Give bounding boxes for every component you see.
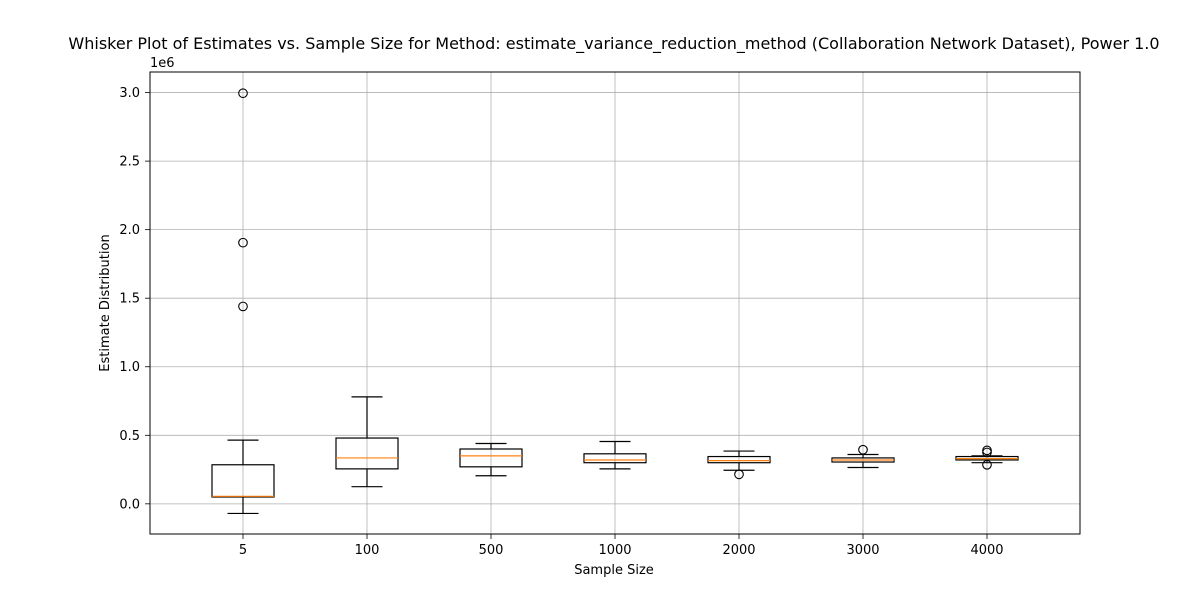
- iqr-box: [211, 464, 275, 498]
- outlier-point: [238, 237, 248, 248]
- boxes-layer: [211, 88, 1019, 515]
- outlier-point: [982, 445, 992, 456]
- x-tick-label: 2000: [722, 543, 755, 558]
- y-tick-label: 2.0: [119, 223, 140, 238]
- outlier-point: [238, 301, 248, 312]
- plot-frame: [149, 71, 1081, 535]
- box-3000: [831, 444, 895, 469]
- box-1000: [583, 440, 647, 470]
- y-axis-label: Estimate Distribution: [98, 234, 113, 371]
- box-2000: [707, 450, 771, 480]
- box-4000: [955, 445, 1019, 470]
- box-500: [459, 442, 523, 477]
- y-tick-label: 2.5: [119, 155, 140, 170]
- axes-layer: 0.0 0.5 1.0 1.5 2.0 2.5 3.0 5 100 500 1000 2000 3000…: [119, 71, 1081, 558]
- iqr-box: [459, 448, 523, 468]
- outlier-point: [734, 469, 744, 480]
- outlier-point: [238, 88, 248, 99]
- chart-title: Whisker Plot of Estimates vs. Sample Siz…: [68, 34, 1159, 54]
- outlier-point: [982, 459, 992, 470]
- box-5: [211, 88, 275, 515]
- iqr-box: [707, 455, 771, 464]
- y-axis-offset-text: 1e6: [150, 56, 175, 71]
- x-tick-label: 100: [355, 543, 380, 558]
- x-tick-label: 3000: [846, 543, 879, 558]
- x-tick-label: 1000: [598, 543, 631, 558]
- iqr-box: [335, 437, 399, 470]
- x-tick-label: 500: [479, 543, 504, 558]
- iqr-box: [583, 453, 647, 464]
- outlier-point: [858, 444, 868, 455]
- y-tick-label: 0.0: [119, 497, 140, 512]
- y-tick-label: 1.5: [119, 292, 140, 307]
- x-tick-label: 5: [239, 543, 247, 558]
- y-tick-label: 0.5: [119, 429, 140, 444]
- x-tick-label: 4000: [970, 543, 1003, 558]
- y-tick-label: 3.0: [119, 86, 140, 101]
- y-tick-label: 1.0: [119, 360, 140, 375]
- box-100: [335, 396, 399, 488]
- x-axis-label: Sample Size: [574, 563, 654, 578]
